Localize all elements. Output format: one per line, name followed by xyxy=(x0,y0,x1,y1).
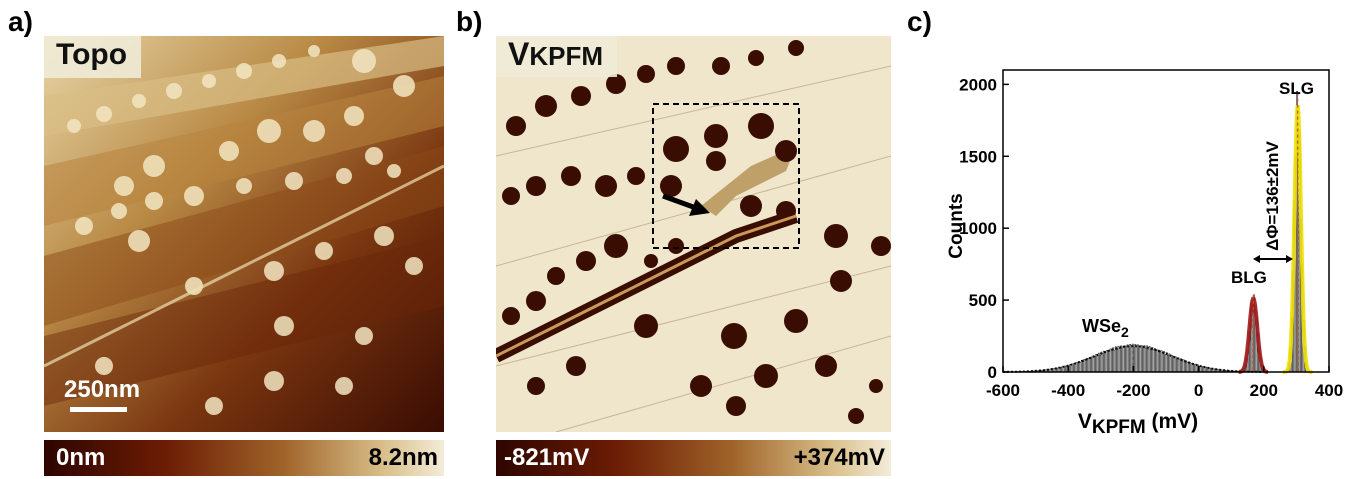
annotation-wse2-sub: 2 xyxy=(1121,324,1129,340)
arrow-icon xyxy=(662,193,710,216)
panel-b-label: b) xyxy=(456,6,483,37)
topography-map xyxy=(44,36,444,432)
panel-a-label: a) xyxy=(8,6,33,37)
topo-title: Topo xyxy=(44,36,142,78)
x-axis-label-unit: (mV) xyxy=(1146,410,1199,433)
ticks: -600 -400 -200 0 200 400 0 500 1000 1500 2000 xyxy=(959,75,1343,400)
x-tick-label: 200 xyxy=(1250,381,1278,400)
kpfm-histogram: -600 -400 -200 0 200 400 0 500 1000 1500 2000 Coun… xyxy=(946,69,1343,438)
y-tick-label: 1500 xyxy=(959,147,997,166)
axes xyxy=(1002,69,1330,373)
scale-bar xyxy=(70,407,127,412)
x-tick-label: -200 xyxy=(1116,381,1150,400)
kpfm-colorbar-min: -821mV xyxy=(504,444,590,471)
annotation-delta-phi: ΔΦ=136±2mV xyxy=(1263,140,1282,250)
x-tick-label: -400 xyxy=(1051,381,1085,400)
annotation-blg: BLG xyxy=(1231,268,1267,287)
topo-colorbar-max: 8.2nm xyxy=(368,444,438,471)
panel-c-label: c) xyxy=(907,6,932,37)
topo-colorbar: 0nm 8.2nm xyxy=(44,440,444,476)
y-tick-label: 2000 xyxy=(959,75,997,94)
y-axis-label: Counts xyxy=(946,193,967,258)
y-tick-label: 500 xyxy=(969,291,997,310)
y-tick-label: 1000 xyxy=(959,219,997,238)
x-axis-label-sub: KPFM xyxy=(1092,417,1146,438)
topography-image xyxy=(44,36,444,432)
fit-curve-wse2 xyxy=(1003,345,1264,373)
annotation-wse2-main: WSe xyxy=(1082,316,1121,336)
kpfm-title-main: V xyxy=(508,36,530,72)
x-tick-label: -600 xyxy=(986,381,1020,400)
kpfm-map xyxy=(496,36,891,432)
plot-frame xyxy=(1002,69,1330,373)
annotation-wse2: WSe2 xyxy=(1082,316,1129,340)
x-axis-label-main: V xyxy=(1078,410,1092,433)
y-tick-label: 0 xyxy=(988,363,997,382)
annotation-slg: SLG xyxy=(1279,79,1314,98)
kpfm-colorbar: -821mV +374mV xyxy=(496,440,891,476)
highlight-box xyxy=(652,103,800,249)
x-tick-label: 0 xyxy=(1194,381,1203,400)
x-axis-label: VKPFM (mV) xyxy=(1078,410,1198,438)
kpfm-title-sub: KPFM xyxy=(529,41,604,71)
delta-phi-arrow-icon xyxy=(1253,255,1293,263)
kpfm-title: VKPFM xyxy=(496,36,618,77)
kpfm-image xyxy=(496,36,891,432)
scale-bar-label: 250nm xyxy=(64,376,141,403)
kpfm-colorbar-max: +374mV xyxy=(793,444,885,471)
x-tick-label: 400 xyxy=(1315,381,1343,400)
topo-colorbar-min: 0nm xyxy=(56,444,106,471)
